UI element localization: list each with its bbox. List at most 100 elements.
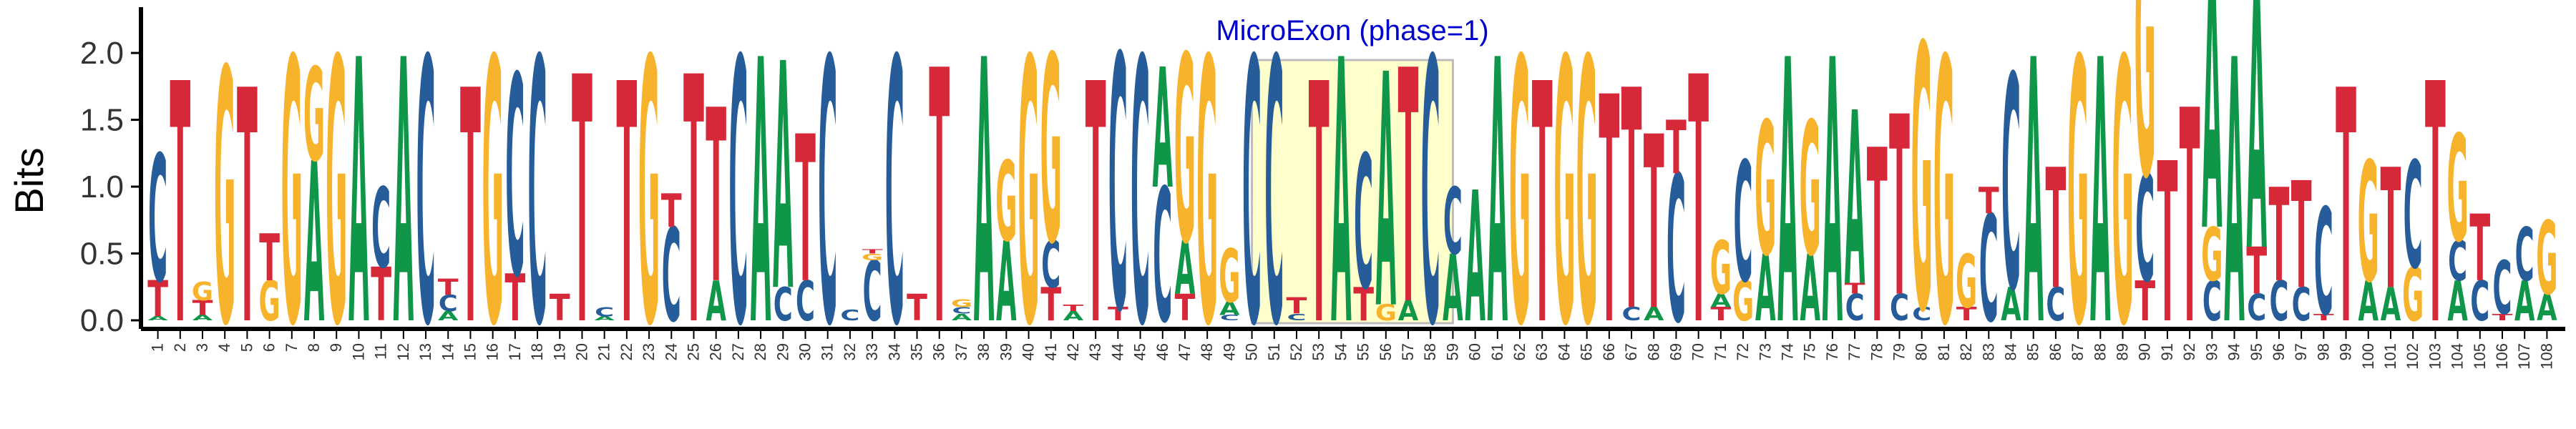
logo-letter-G: G <box>995 139 1017 267</box>
x-tick-label: 68 <box>1644 343 1662 360</box>
logo-letter-T: T <box>1666 106 1687 191</box>
x-tick-label: 63 <box>1533 343 1551 360</box>
logo-letter-C: C <box>1220 314 1239 322</box>
x-tick-label: 23 <box>640 343 658 360</box>
x-tick-label: 45 <box>1131 343 1149 360</box>
x-tick-label: 95 <box>2248 343 2265 360</box>
logo-column: GT <box>259 221 280 334</box>
logo-letter-T: T <box>2269 161 2290 310</box>
logo-letter-C: C <box>2448 230 2467 294</box>
logo-column: T <box>170 15 190 399</box>
logo-column: T <box>907 287 927 330</box>
x-axis-ticks: 1 2 3 4 5 6 7 8 9 10 11 12 13 14 15 16 17 18 19 20 21 22 23 24 2… <box>149 329 2555 370</box>
logo-letter-T: T <box>661 184 682 237</box>
logo-stacks: ATC T ATG G T GT G AG G A TC A C ACT T G TC C T T AC T G CT T AT C… <box>147 0 2557 406</box>
logo-column: TC <box>504 20 525 339</box>
logo-column: T <box>572 7 592 401</box>
x-tick-label: 61 <box>1488 343 1506 360</box>
x-tick-label: 75 <box>1801 343 1819 360</box>
logo-column: CT <box>795 93 816 334</box>
logo-letter-C: C <box>505 20 525 339</box>
logo-letter-T: T <box>1532 15 1553 399</box>
logo-column: ACG <box>951 297 972 322</box>
logo-letter-C: C <box>2515 214 2534 298</box>
logo-letter-T: T <box>1845 280 1865 297</box>
logo-letter-G: G <box>2201 214 2223 298</box>
logo-letter-A: A <box>147 315 168 322</box>
x-tick-label: 50 <box>1243 343 1261 360</box>
logo-column: CTA <box>1845 61 1865 339</box>
x-tick-label: 33 <box>863 343 881 360</box>
x-tick-label: 66 <box>1600 343 1618 360</box>
logo-letter-T: T <box>1710 304 1731 325</box>
x-tick-label: 46 <box>1153 343 1171 360</box>
logo-column: CT <box>1979 180 1999 355</box>
logo-column: C <box>840 307 859 324</box>
x-tick-label: 69 <box>1667 343 1684 360</box>
logo-letter-T: T <box>147 270 168 328</box>
x-tick-label: 18 <box>528 343 546 360</box>
logo-letter-A: A <box>1845 61 1865 339</box>
x-tick-label: 64 <box>1555 343 1573 360</box>
logo-column: T <box>929 0 950 403</box>
logo-letter-T: T <box>706 59 726 336</box>
logo-letter-A: A <box>1443 237 1463 342</box>
x-tick-label: 4 <box>215 343 233 352</box>
logo-column: T <box>616 15 637 399</box>
logo-letter-C: C <box>662 202 681 351</box>
logo-letter-G: G <box>862 252 883 262</box>
logo-letter-A: A <box>438 308 459 323</box>
logo-letter-G: G <box>192 276 213 306</box>
x-tick-label: 34 <box>885 343 903 360</box>
logo-letter-T: T <box>550 287 570 330</box>
logo-letter-C: C <box>2269 270 2288 334</box>
logo-column: CT <box>1889 65 1910 353</box>
logo-column: ACT <box>438 275 459 323</box>
y-axis-ticks: 0.0 0.5 1.0 1.5 2.0 <box>80 36 141 338</box>
x-tick-label: 49 <box>1220 343 1238 360</box>
logo-column: T <box>550 287 570 330</box>
logo-letter-C: C <box>1912 304 1931 325</box>
x-tick-label: 81 <box>1935 343 1953 360</box>
x-tick-label: 21 <box>595 343 613 360</box>
logo-letter-T: T <box>1398 4 1419 377</box>
logo-letter-C: C <box>2314 177 2333 348</box>
x-tick-label: 14 <box>439 343 457 360</box>
logo-letter-T: T <box>460 24 481 397</box>
x-tick-label: 36 <box>930 343 948 360</box>
x-tick-label: 54 <box>1332 343 1350 360</box>
logo-letter-T: T <box>1956 304 1977 325</box>
logo-letter-T: T <box>237 24 258 397</box>
logo-letter-C: C <box>2247 287 2266 330</box>
logo-letter-T: T <box>170 15 190 399</box>
x-tick-label: 67 <box>1622 343 1640 360</box>
microexon-label: MicroExon (phase=1) <box>1216 15 1488 46</box>
x-tick-label: 41 <box>1042 343 1060 360</box>
logo-letter-T: T <box>259 221 280 296</box>
logo-letter-T: T <box>1309 15 1330 399</box>
x-tick-label: 11 <box>372 343 390 360</box>
x-tick-label: 1 <box>149 343 167 352</box>
logo-column: ATC <box>147 119 168 329</box>
x-tick-label: 83 <box>1979 343 1997 360</box>
x-tick-label: 38 <box>975 343 992 360</box>
x-tick-label: 51 <box>1265 343 1283 360</box>
logo-letter-T: T <box>2135 269 2155 333</box>
x-tick-label: 42 <box>1064 343 1082 360</box>
x-tick-label: 96 <box>2270 343 2288 360</box>
logo-letter-G: G <box>214 0 235 403</box>
x-tick-label: 48 <box>1198 343 1216 360</box>
x-tick-label: 108 <box>2537 343 2555 370</box>
x-tick-label: 27 <box>729 343 747 360</box>
logo-column: AG <box>1800 84 1821 342</box>
y-tick-label: 2.0 <box>80 36 124 71</box>
logo-letter-T: T <box>1287 293 1307 319</box>
x-tick-label: 31 <box>819 343 836 360</box>
x-tick-label: 102 <box>2404 343 2421 370</box>
x-tick-label: 86 <box>2046 343 2064 360</box>
logo-column: CAG <box>1219 235 1240 322</box>
logo-letter-G: G <box>1956 240 1977 325</box>
logo-letter-A: A <box>2001 279 2021 332</box>
x-tick-label: 103 <box>2426 343 2444 370</box>
